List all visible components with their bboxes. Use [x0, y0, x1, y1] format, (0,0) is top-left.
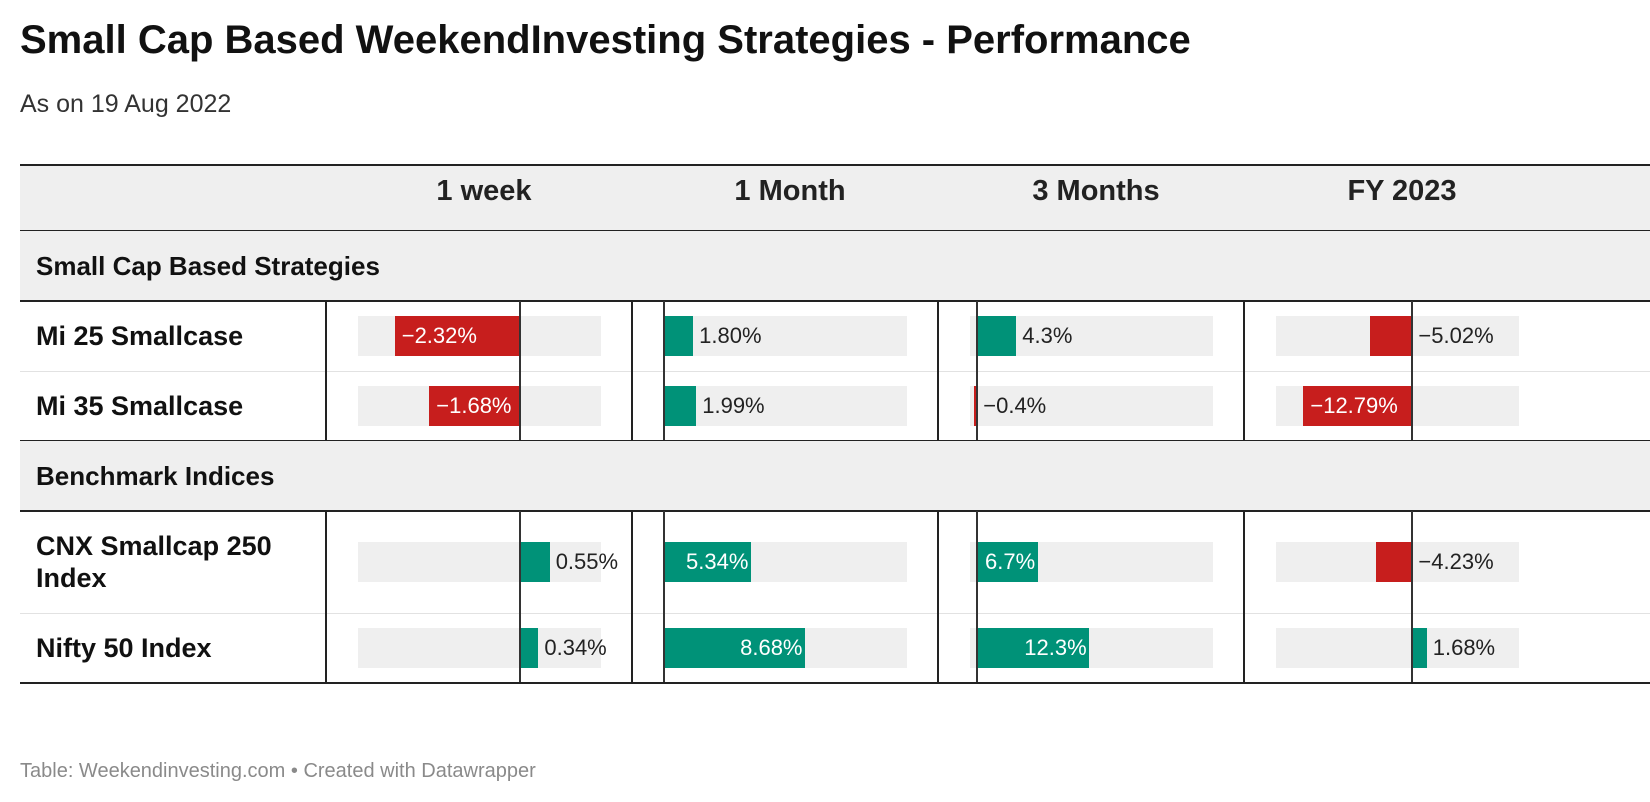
bar-negative — [429, 386, 520, 426]
column-divider — [631, 511, 633, 683]
zero-line — [663, 301, 665, 441]
bar-positive — [664, 628, 805, 668]
row-label: CNX Smallcap 250 Index — [36, 531, 272, 593]
value-label: 12.3% — [1024, 635, 1087, 660]
value-label: −4.23% — [1418, 549, 1494, 574]
column-divider — [631, 301, 633, 441]
bar-track — [970, 386, 1213, 426]
group-label: Small Cap Based Strategies — [36, 251, 380, 281]
value-label: 6.7% — [985, 549, 1036, 574]
zero-line — [519, 301, 521, 441]
column-header: 1 week — [436, 175, 532, 207]
zero-line — [976, 301, 979, 441]
zero-line — [976, 511, 979, 683]
value-label: 5.34% — [686, 549, 749, 574]
chart-subtitle: As on 19 Aug 2022 — [20, 90, 232, 118]
value-label: −0.4% — [983, 393, 1047, 418]
column-divider — [937, 511, 939, 683]
performance-table: 1 week 1 Month 3 Months FY 2023 Small Cap Ba… — [20, 164, 1650, 717]
bar-track — [664, 316, 907, 356]
row-divider — [20, 510, 1650, 512]
group-header-row — [20, 231, 1650, 301]
column-divider — [325, 511, 327, 683]
row-label: Mi 25 Smallcase — [36, 321, 244, 351]
value-label: 1.99% — [702, 393, 765, 418]
zero-line — [1411, 511, 1414, 683]
bar-track — [358, 628, 601, 668]
value-label: −2.32% — [401, 323, 477, 348]
bar-negative — [1376, 542, 1413, 582]
value-label: 4.3% — [1022, 323, 1073, 348]
chart-title: Small Cap Based WeekendInvesting Strateg… — [20, 18, 1191, 62]
bar-track — [358, 542, 601, 582]
column-divider — [325, 301, 327, 441]
bar-negative — [394, 316, 520, 356]
bar-track — [664, 386, 907, 426]
group-header-row — [20, 441, 1650, 511]
value-label: 1.68% — [1432, 635, 1496, 660]
row-divider — [20, 682, 1650, 684]
row-divider — [20, 371, 1650, 372]
column-header: 3 Months — [1032, 175, 1160, 207]
header-row — [20, 165, 1650, 231]
row-label: Mi 35 Smallcase — [36, 391, 244, 421]
bar-positive — [520, 542, 550, 582]
zero-line — [663, 511, 665, 683]
value-label: 8.68% — [740, 635, 803, 660]
chart-footer: Table: Weekendinvesting.com • Created wi… — [20, 760, 536, 782]
bar-positive — [520, 628, 539, 668]
zero-line — [1411, 301, 1414, 441]
bar-track — [1276, 628, 1519, 668]
value-label: 0.34% — [544, 635, 607, 660]
column-divider — [1243, 511, 1245, 683]
value-label: 0.55% — [555, 549, 619, 574]
bar-positive — [977, 316, 1017, 356]
row-divider — [20, 300, 1650, 302]
bar-positive — [664, 386, 697, 426]
bar-positive — [664, 316, 694, 356]
value-label: −5.02% — [1418, 323, 1494, 348]
column-divider — [937, 301, 939, 441]
bar-positive — [664, 542, 751, 582]
value-label: 1.80% — [699, 323, 762, 348]
value-label: −1.68% — [436, 393, 512, 418]
bar-negative — [973, 386, 978, 426]
zero-line — [519, 511, 521, 683]
column-header: FY 2023 — [1347, 175, 1457, 207]
row-divider — [20, 613, 1650, 614]
row-divider — [20, 164, 1650, 166]
column-divider — [1243, 301, 1245, 441]
row-label: Nifty 50 Index — [36, 633, 212, 663]
bar-positive — [977, 628, 1089, 668]
value-label: −12.79% — [1310, 393, 1398, 418]
group-label: Benchmark Indices — [36, 461, 275, 491]
bar-positive — [977, 542, 1038, 582]
bar-negative — [1369, 316, 1413, 356]
bar-positive — [1412, 628, 1427, 668]
column-header: 1 Month — [734, 175, 846, 207]
bar-negative — [1303, 386, 1413, 426]
